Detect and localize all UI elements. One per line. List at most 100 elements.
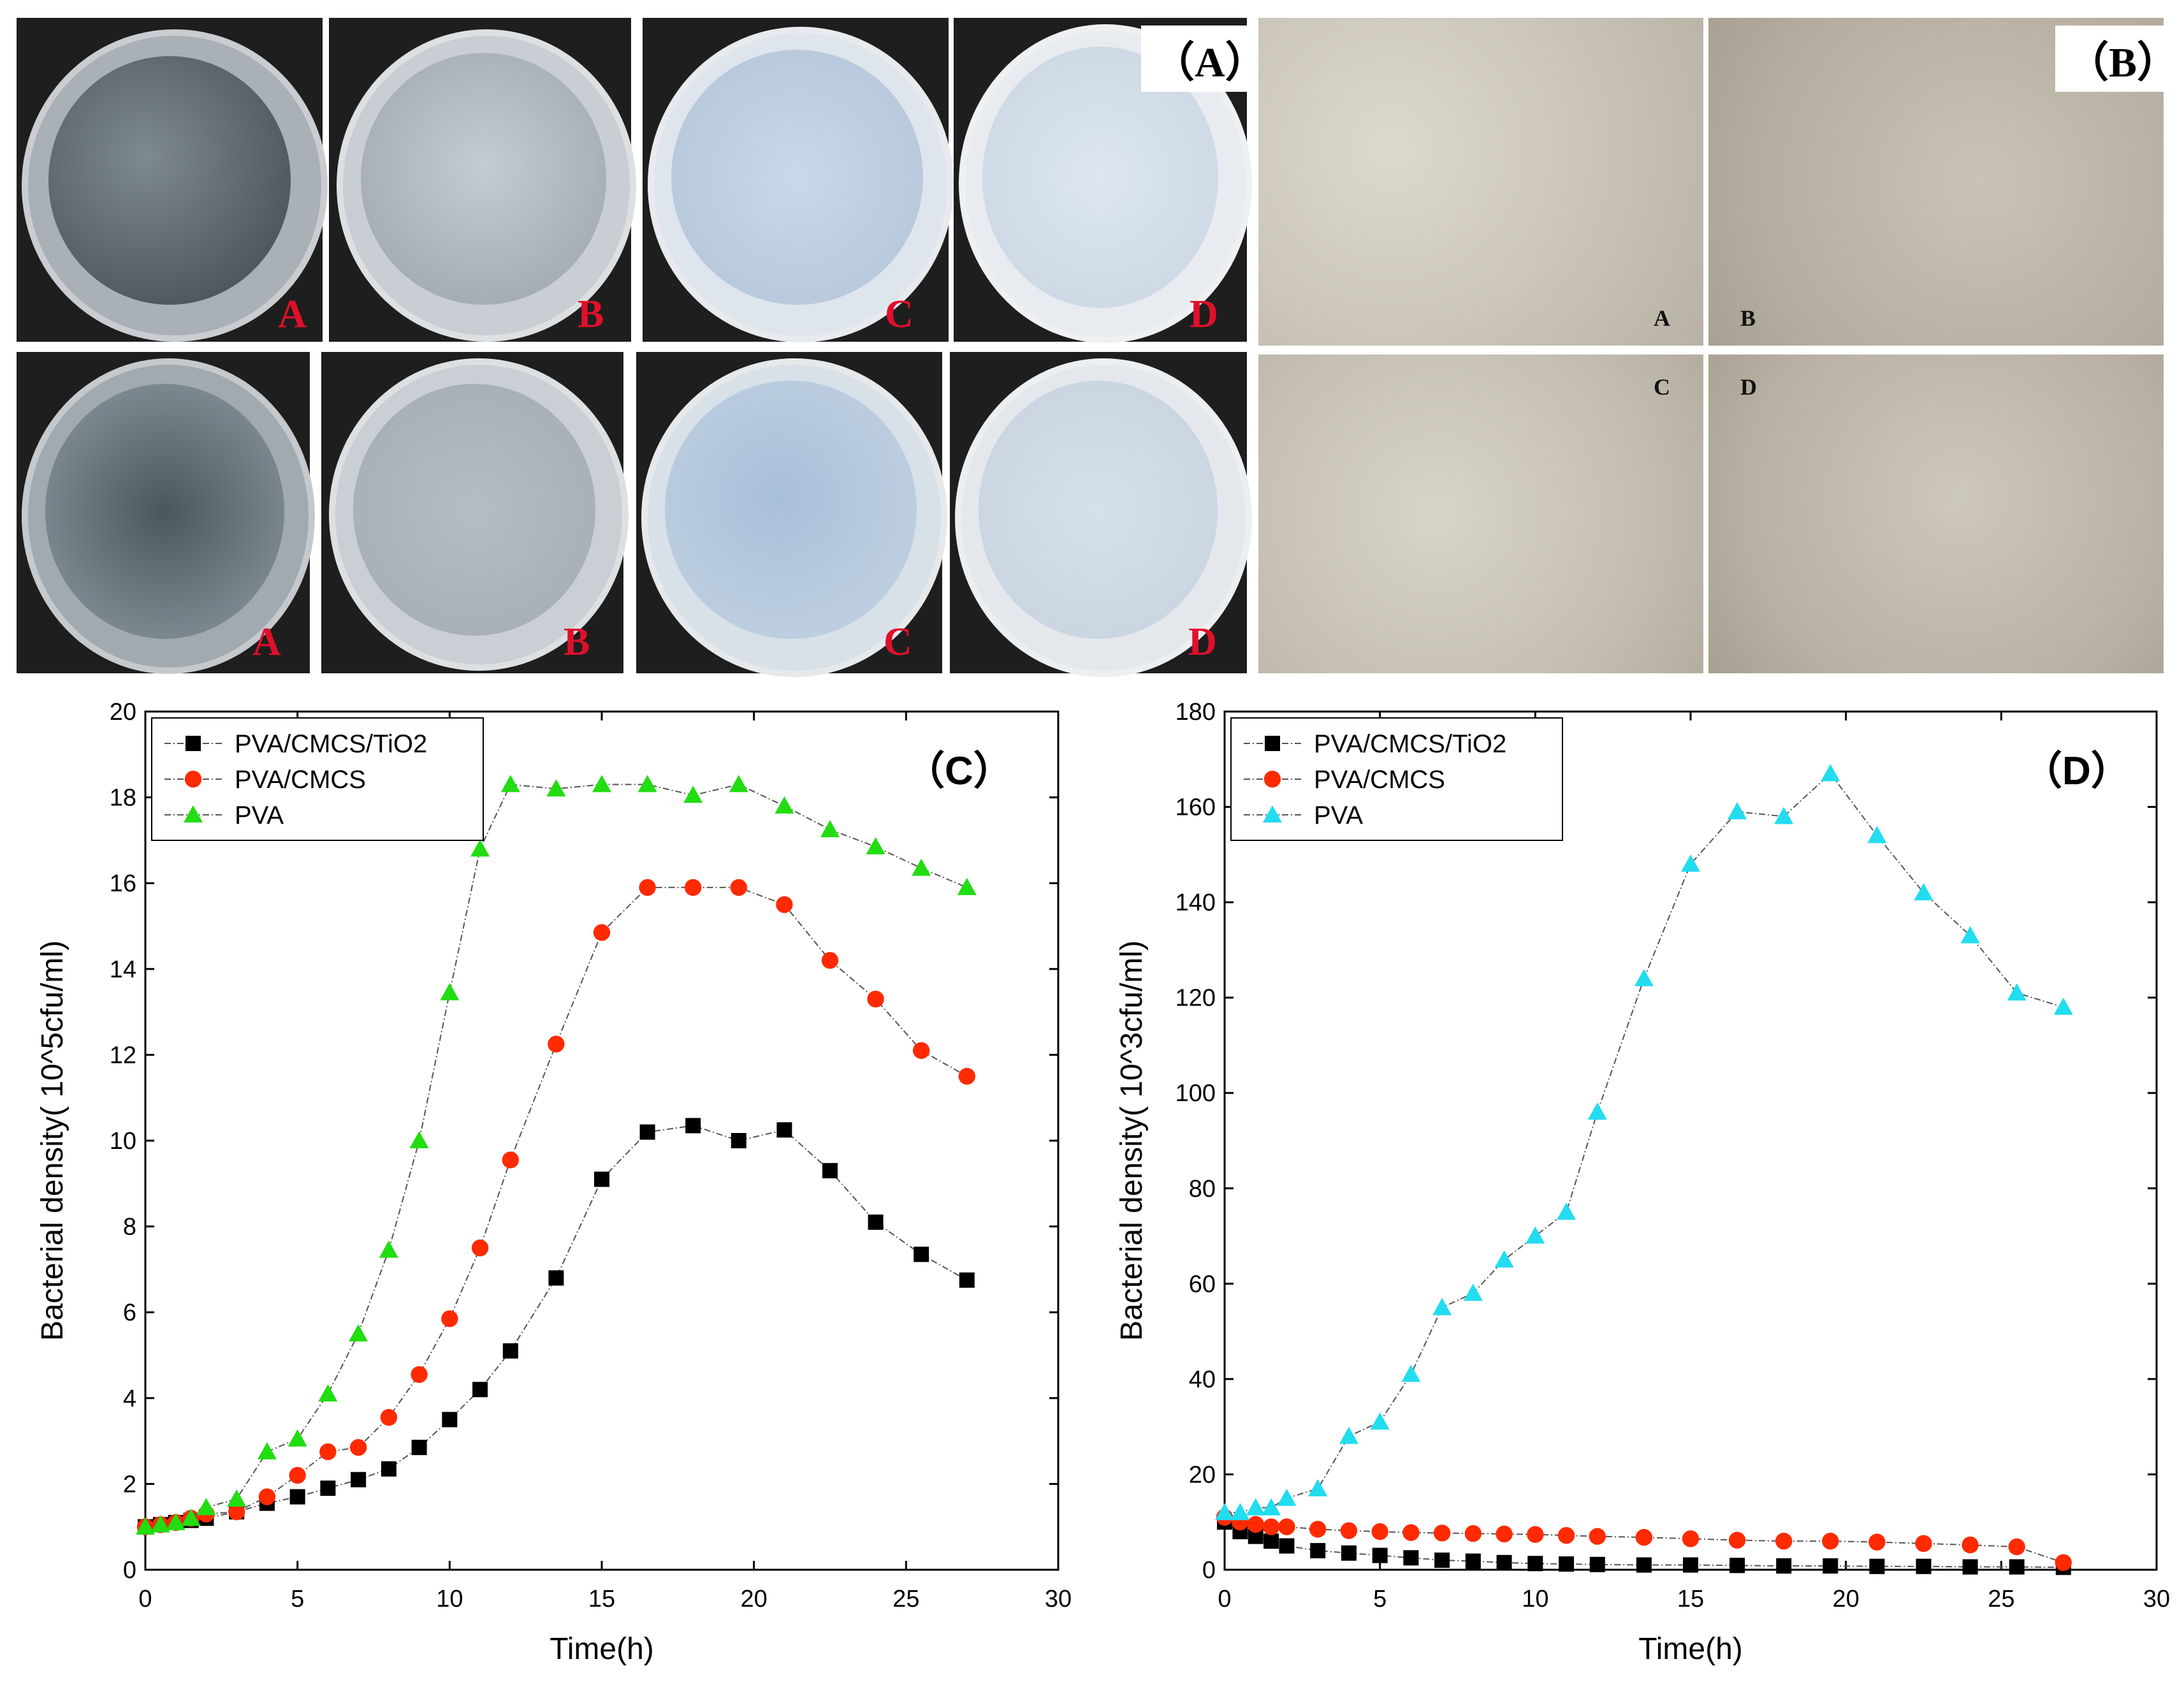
data-point	[957, 877, 977, 895]
y-tick-label: 20	[1189, 1461, 1216, 1488]
data-point	[1403, 1550, 1419, 1566]
data-point	[639, 1124, 655, 1140]
data-point	[1774, 807, 1794, 824]
data-point	[639, 879, 656, 896]
data-point	[351, 1472, 367, 1487]
data-point	[2007, 983, 2027, 1001]
y-tick-label: 180	[1176, 699, 1216, 726]
legend-label: PVA/CMCS	[1314, 766, 1445, 794]
data-point	[868, 1214, 884, 1230]
x-tick-label: 10	[436, 1586, 463, 1612]
data-point	[1263, 1533, 1279, 1549]
data-point	[1402, 1524, 1420, 1541]
data-point	[1681, 854, 1700, 872]
micrograph-label: C	[1654, 374, 1670, 400]
data-point	[470, 839, 490, 857]
data-point	[1278, 1518, 1295, 1535]
y-tick-label: 6	[123, 1299, 136, 1326]
micrograph-label: A	[1654, 305, 1670, 331]
data-point	[472, 1382, 488, 1398]
series-line	[145, 1125, 968, 1528]
data-point	[1432, 1297, 1452, 1315]
data-point	[959, 1272, 975, 1288]
data-point	[1371, 1523, 1388, 1540]
plate-label: D	[1190, 293, 1218, 336]
data-point	[1821, 764, 1840, 782]
y-axis-label: Bacterial density( 10^5cfu/ml)	[36, 940, 69, 1341]
y-tick-label: 20	[110, 699, 136, 726]
micrograph-label: D	[1740, 374, 1757, 400]
series-circle	[136, 879, 976, 1535]
data-point	[1494, 1250, 1514, 1268]
data-point	[1589, 1528, 1606, 1545]
micrograph-d: D	[1708, 354, 2164, 673]
data-point	[1496, 1525, 1513, 1543]
data-point	[1246, 1498, 1265, 1516]
data-point	[442, 1412, 458, 1428]
data-point	[1309, 1521, 1327, 1538]
x-tick-label: 5	[1373, 1586, 1387, 1612]
legend-label: PVA/CMCS/TiO2	[1314, 730, 1506, 758]
plate-label: A	[252, 620, 281, 664]
series-square	[138, 1118, 975, 1535]
legend-marker	[1263, 770, 1281, 788]
data-point	[1339, 1426, 1358, 1444]
data-point	[731, 1133, 746, 1148]
data-point	[1589, 1556, 1605, 1572]
x-tick-label: 15	[1677, 1586, 1704, 1612]
y-tick-label: 0	[1202, 1557, 1216, 1584]
y-tick-label: 60	[1189, 1271, 1216, 1297]
data-point	[866, 837, 885, 854]
y-tick-label: 0	[123, 1557, 136, 1584]
data-point	[685, 879, 702, 896]
data-point	[1729, 1558, 1745, 1574]
plate-label: D	[1188, 620, 1217, 664]
data-point	[320, 1480, 336, 1496]
data-point	[914, 1246, 929, 1262]
data-point	[1525, 1226, 1545, 1244]
y-tick-label: 160	[1176, 794, 1216, 821]
y-tick-label: 18	[110, 785, 136, 812]
y-tick-label: 2	[123, 1471, 136, 1498]
series-square	[1217, 1514, 2071, 1575]
data-point	[1557, 1526, 1575, 1544]
data-point	[1914, 883, 1933, 901]
data-point	[1463, 1283, 1483, 1301]
legend-label: PVA/CMCS/TiO2	[235, 730, 427, 758]
series-triangle	[136, 775, 977, 1535]
data-point	[821, 952, 839, 969]
data-point	[1527, 1556, 1543, 1572]
dish-photo-bottom-d: D	[950, 352, 1252, 677]
data-point	[594, 1171, 609, 1187]
data-point	[1340, 1522, 1358, 1539]
legend-label: PVA/CMCS	[235, 766, 366, 794]
dish-photo-bottom-c: C	[636, 352, 947, 677]
data-point	[913, 1042, 930, 1059]
data-point	[349, 1438, 367, 1456]
data-point	[227, 1489, 247, 1507]
data-point	[380, 1408, 398, 1426]
data-point	[136, 1517, 155, 1535]
data-point	[1634, 968, 1654, 986]
y-tick-label: 12	[110, 1042, 136, 1069]
legend-marker	[186, 736, 201, 751]
x-tick-label: 20	[1833, 1586, 1860, 1612]
data-point	[683, 786, 703, 803]
y-tick-label: 10	[110, 1128, 136, 1155]
data-point	[288, 1429, 307, 1447]
plate-label: A	[278, 293, 307, 336]
data-point	[1635, 1528, 1653, 1546]
data-point	[548, 1035, 565, 1053]
data-point	[196, 1498, 216, 1516]
data-point	[1262, 1498, 1281, 1516]
chart-d: 0 5 10 15 20 25 30 0 20 40 60 80 100 120 140 160 180 Time…	[1115, 699, 2170, 1666]
panel-tag: （D）	[2023, 749, 2130, 793]
data-point	[1916, 1558, 1932, 1574]
data-point	[776, 896, 793, 914]
panel-b-tag: （B）	[2055, 26, 2184, 92]
x-tick-label: 20	[741, 1586, 768, 1612]
data-point	[150, 1515, 170, 1533]
x-tick-label: 25	[892, 1586, 919, 1612]
data-point	[730, 879, 748, 896]
data-point	[1465, 1553, 1481, 1569]
